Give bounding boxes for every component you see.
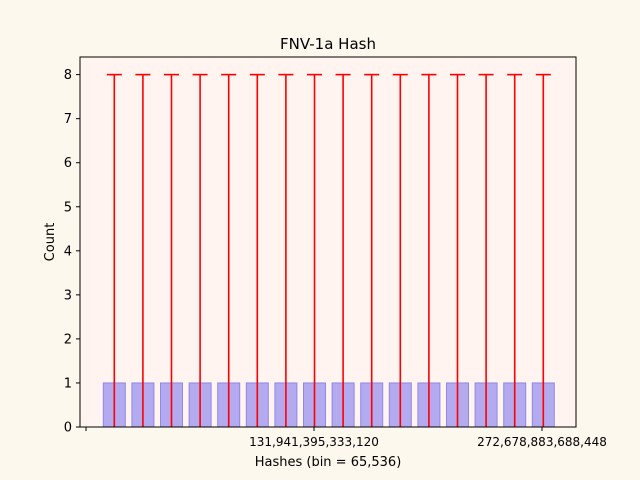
y-tick-label: 7 (64, 112, 72, 127)
error-bars-group (106, 73, 551, 427)
y-axis-label: Count (43, 223, 58, 262)
plot-area (80, 57, 576, 427)
y-tick-label: 1 (64, 376, 72, 391)
plot-frame (79, 56, 577, 428)
chart-title: FNV-1a Hash (280, 35, 376, 53)
x-tick-label: 131,941,395,333,120 (249, 435, 379, 449)
x-tick-label: 272,678,883,688,448 (477, 435, 607, 449)
y-tick-label: 5 (64, 200, 72, 215)
y-tick-label: 8 (64, 68, 72, 83)
x-axis: 131,941,395,333,120 272,678,883,688,448 (85, 427, 607, 449)
y-tick-label: 4 (64, 244, 72, 259)
x-axis-label: Hashes (bin = 65,536) (255, 455, 402, 470)
y-axis: 0 1 2 3 4 5 6 7 8 (64, 68, 80, 436)
y-tick-label: 0 (64, 421, 72, 436)
y-tick-label: 6 (64, 156, 72, 171)
y-tick-label: 2 (64, 332, 72, 347)
y-tick-label: 3 (64, 288, 72, 303)
